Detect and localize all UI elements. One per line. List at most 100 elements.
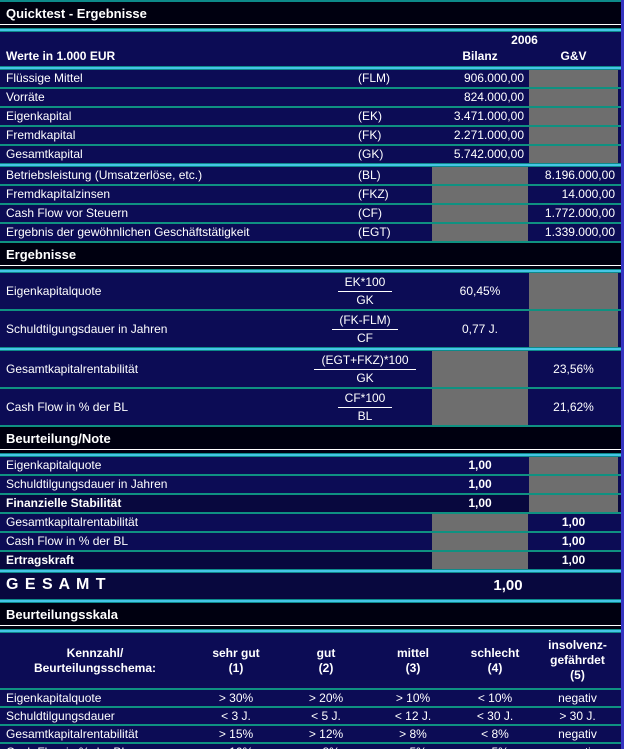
table-row: Flüssige Mittel (FLM) 906.000,00 — [0, 70, 621, 89]
report-title-bar: Quicktest - Ergebnisse — [0, 2, 621, 28]
gv-value-cell[interactable]: 8.196.000,00 — [544, 168, 615, 182]
ratio-row: Eigenkapitalquote EK*100 GK 60,45% — [0, 273, 621, 311]
total-value: 1,00 — [493, 577, 523, 594]
note-row-subtotal: Ertragskraft 1,00 — [0, 552, 621, 569]
row-label: Fremdkapital — [6, 128, 76, 142]
scale-cell: < 8% — [481, 727, 509, 741]
row-code: (EK) — [358, 109, 382, 123]
separator — [0, 163, 621, 167]
row-label: Cash Flow in % der BL — [6, 400, 129, 414]
formula-denominator: CF — [357, 330, 373, 345]
row-label: Eigenkapitalquote — [6, 458, 102, 472]
section-title: Ergebnisse — [0, 245, 621, 266]
table-row: Cash Flow vor Steuern (CF) 1.772.000,00 — [0, 205, 621, 224]
ratio-row: Cash Flow in % der BL CF*100 BL 21,62% — [0, 389, 621, 427]
ratio-row: Gesamtkapitalrentabilität (EGT+FKZ)*100 … — [0, 351, 621, 389]
bilanz-value-cell[interactable]: 5.742.000,00 — [453, 147, 524, 161]
table-row: Betriebsleistung (Umsatzerlöse, etc.) (B… — [0, 167, 621, 186]
gv-note-cell: 1,00 — [561, 553, 586, 567]
section-header-ergebnisse: Ergebnisse — [0, 243, 621, 269]
row-label: Ertragskraft — [6, 553, 75, 567]
scale-header-mittel: mittel (3) — [396, 645, 429, 675]
column-header-row: 2006 Werte in 1.000 EUR Bilanz G&V — [0, 32, 621, 66]
scale-cell: > 8% — [282, 744, 370, 749]
separator — [0, 569, 621, 573]
gv-disabled-cell — [529, 495, 618, 512]
row-code: (FLM) — [358, 71, 390, 85]
note-row: Gesamtkapitalrentabilität 1,00 — [0, 514, 621, 533]
gv-result-cell: 23,56% — [553, 362, 594, 376]
row-label: Cash Flow vor Steuern — [6, 206, 129, 220]
table-row: Fremdkapital (FK) 2.271.000,00 — [0, 127, 621, 146]
separator — [0, 347, 621, 351]
bilanz-result-cell: 0,77 J. — [461, 322, 499, 336]
gv-disabled-cell — [529, 476, 618, 493]
row-label: Gesamtkapital — [6, 147, 83, 161]
gv-value-cell[interactable]: 1.772.000,00 — [544, 206, 615, 220]
row-label: Eigenkapital — [6, 109, 72, 123]
separator — [0, 599, 621, 603]
scale-row: Schuldtilgungsdauer < 3 J. < 5 J. < 12 J… — [0, 708, 621, 726]
scale-row: Gesamtkapitalrentabilität > 15% > 12% > … — [0, 726, 621, 744]
bilanz-note-cell: 1,00 — [468, 458, 492, 472]
scale-cell: negativ — [558, 691, 597, 705]
column-header-gv: G&V — [560, 49, 587, 63]
note-row: Eigenkapitalquote 1,00 — [0, 457, 621, 476]
bilanz-disabled-cell — [432, 205, 528, 222]
scale-cell: < 10% — [477, 691, 513, 705]
scale-cell: > 10% — [190, 744, 282, 749]
row-code: (CF) — [358, 206, 382, 220]
scale-cell: > 8% — [399, 727, 427, 741]
gv-value-cell[interactable]: 1.339.000,00 — [544, 225, 615, 239]
row-code: (GK) — [358, 147, 384, 161]
formula: EK*100 GK — [295, 274, 435, 308]
row-code: (FK) — [358, 128, 382, 142]
separator — [0, 629, 621, 633]
scale-cell: < 12 J. — [394, 709, 432, 723]
scale-cell: > 10% — [395, 691, 431, 705]
total-row: G E S A M T 1,00 — [0, 573, 621, 599]
row-label: Eigenkapitalquote — [6, 284, 102, 298]
bilanz-disabled-cell — [432, 167, 528, 184]
scale-cell: < 5% — [456, 744, 534, 749]
bilanz-value-cell[interactable]: 824.000,00 — [463, 90, 524, 104]
gv-note-cell: 1,00 — [561, 534, 586, 548]
formula: CF*100 BL — [295, 390, 435, 424]
scale-cell: > 20% — [308, 691, 344, 705]
bilanz-value-cell[interactable]: 2.271.000,00 — [453, 128, 524, 142]
row-label: Ergebnis der gewöhnlichen Geschäftstätig… — [6, 225, 250, 239]
bilanz-value-cell[interactable]: 3.471.000,00 — [453, 109, 524, 123]
row-label: Gesamtkapitalrentabilität — [6, 362, 139, 376]
scale-cell: < 5 J. — [311, 709, 341, 723]
top-divider — [0, 0, 621, 2]
scale-row: Cash Flow in % der BL > 10% > 8% > 5% < … — [0, 744, 621, 749]
separator — [0, 66, 621, 70]
formula-denominator: GK — [356, 292, 374, 307]
bilanz-value-cell[interactable]: 906.000,00 — [463, 71, 524, 85]
gv-disabled-cell — [529, 108, 618, 125]
scale-cell: > 30 J. — [559, 709, 596, 723]
gv-disabled-cell — [529, 146, 618, 163]
gv-value-cell[interactable]: 14.000,00 — [561, 187, 615, 201]
note-row: Cash Flow in % der BL 1,00 — [0, 533, 621, 552]
scale-cell: < 3 J. — [221, 709, 251, 723]
separator — [0, 688, 621, 690]
bilanz-disabled-cell — [432, 186, 528, 203]
table-row: Ergebnis der gewöhnlichen Geschäftstätig… — [0, 224, 621, 243]
scale-row-label: Cash Flow in % der BL — [0, 744, 190, 749]
scale-row-label: Schuldtilgungsdauer — [6, 709, 115, 723]
scale-cell: < 30 J. — [476, 709, 514, 723]
section-title: Beurteilungsskala — [0, 605, 621, 626]
gv-disabled-cell — [529, 89, 618, 106]
gv-disabled-cell — [529, 311, 618, 347]
scale-cell: negativ — [534, 744, 621, 749]
total-label: G E S A M T — [6, 576, 107, 593]
section-title: Beurteilung/Note — [0, 429, 621, 450]
scale-row-label: Gesamtkapitalrentabilität — [6, 727, 139, 741]
formula-numerator: (FK-FLM) — [332, 313, 398, 330]
note-row-subtotal: Finanzielle Stabilität 1,00 — [0, 495, 621, 514]
ratio-row: Schuldtilgungsdauer in Jahren (FK-FLM) C… — [0, 311, 621, 347]
unit-label: Werte in 1.000 EUR — [6, 49, 116, 63]
bilanz-disabled-cell — [432, 552, 528, 569]
scale-header-sehr-gut: sehr gut (1) — [212, 645, 260, 675]
